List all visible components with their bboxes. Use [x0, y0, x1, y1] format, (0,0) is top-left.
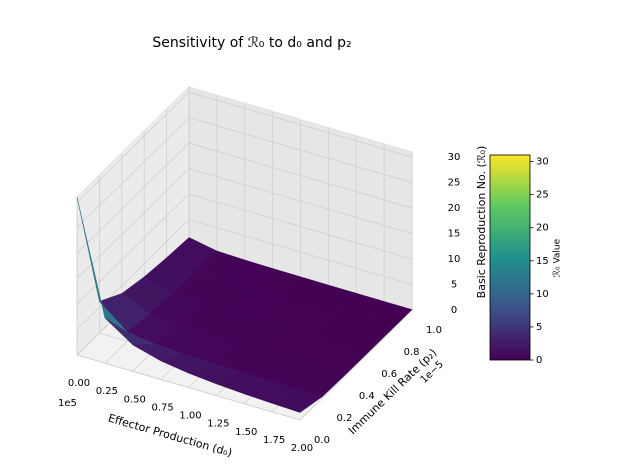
colorbar-label: ℛ₀ Value: [553, 238, 563, 277]
colorbar-tick-label: 10: [536, 289, 549, 300]
chart-title: Sensitivity of ℛ₀ to d₀ and p₂: [152, 35, 351, 51]
z-tick-label: 5: [451, 280, 457, 291]
colorbar-tick-label: 30: [536, 157, 549, 168]
x-offset-label: 1e5: [58, 398, 77, 409]
grid-line: [188, 91, 413, 158]
x-tick-label: 0.25: [96, 386, 118, 397]
surface-patch: [271, 387, 323, 413]
z-tick-label: 20: [448, 203, 461, 214]
grid-line: [76, 91, 190, 203]
z-axis-label: Basic Reproduction No. (ℛ₀): [475, 146, 488, 299]
grid-line: [299, 309, 413, 421]
grid-line: [76, 168, 190, 279]
z-tick-label: 10: [448, 254, 461, 265]
colorbar-tick-label: 20: [536, 223, 549, 234]
x-tick-label: 0.75: [151, 402, 173, 413]
grid-line: [76, 219, 190, 330]
x-tick-label: 0.00: [68, 378, 90, 389]
y-tick-label: 0.2: [336, 413, 352, 424]
colorbar: [489, 154, 531, 361]
x-tick-label: 1.75: [263, 435, 285, 446]
grid-line: [188, 168, 413, 234]
z-tick-label: 30: [448, 152, 461, 163]
grid-line: [188, 193, 413, 260]
x-tick-label: 0.50: [124, 394, 146, 405]
x-tick-label: 2.00: [291, 443, 313, 454]
x-tick-label: 1.50: [235, 427, 257, 438]
grid-line: [76, 142, 190, 254]
grid-line: [188, 219, 413, 285]
x-tick-label: 1.25: [207, 419, 229, 430]
grid-line: [76, 193, 190, 305]
grid-line: [76, 117, 190, 228]
colorbar-tick-label: 0: [536, 355, 542, 366]
y-tick-label: 0.8: [404, 347, 420, 358]
grid-line: [76, 354, 301, 421]
x-tick-label: 1.00: [179, 411, 201, 422]
colorbar-tick-label: 15: [536, 256, 549, 267]
colorbar-tick-label: 5: [536, 322, 542, 333]
y-tick-label: 0.6: [381, 369, 397, 380]
grid-line: [188, 117, 413, 183]
z-tick-label: 0: [451, 305, 457, 316]
y-tick-label: 1.0: [426, 325, 442, 336]
y-tick-label: 0.4: [359, 391, 375, 402]
y-tick-label: 0.0: [314, 435, 330, 446]
z-tick-label: 25: [448, 178, 461, 189]
colorbar-tick-label: 25: [536, 190, 549, 201]
grid-line: [188, 142, 413, 209]
z-tick-label: 15: [448, 229, 461, 240]
